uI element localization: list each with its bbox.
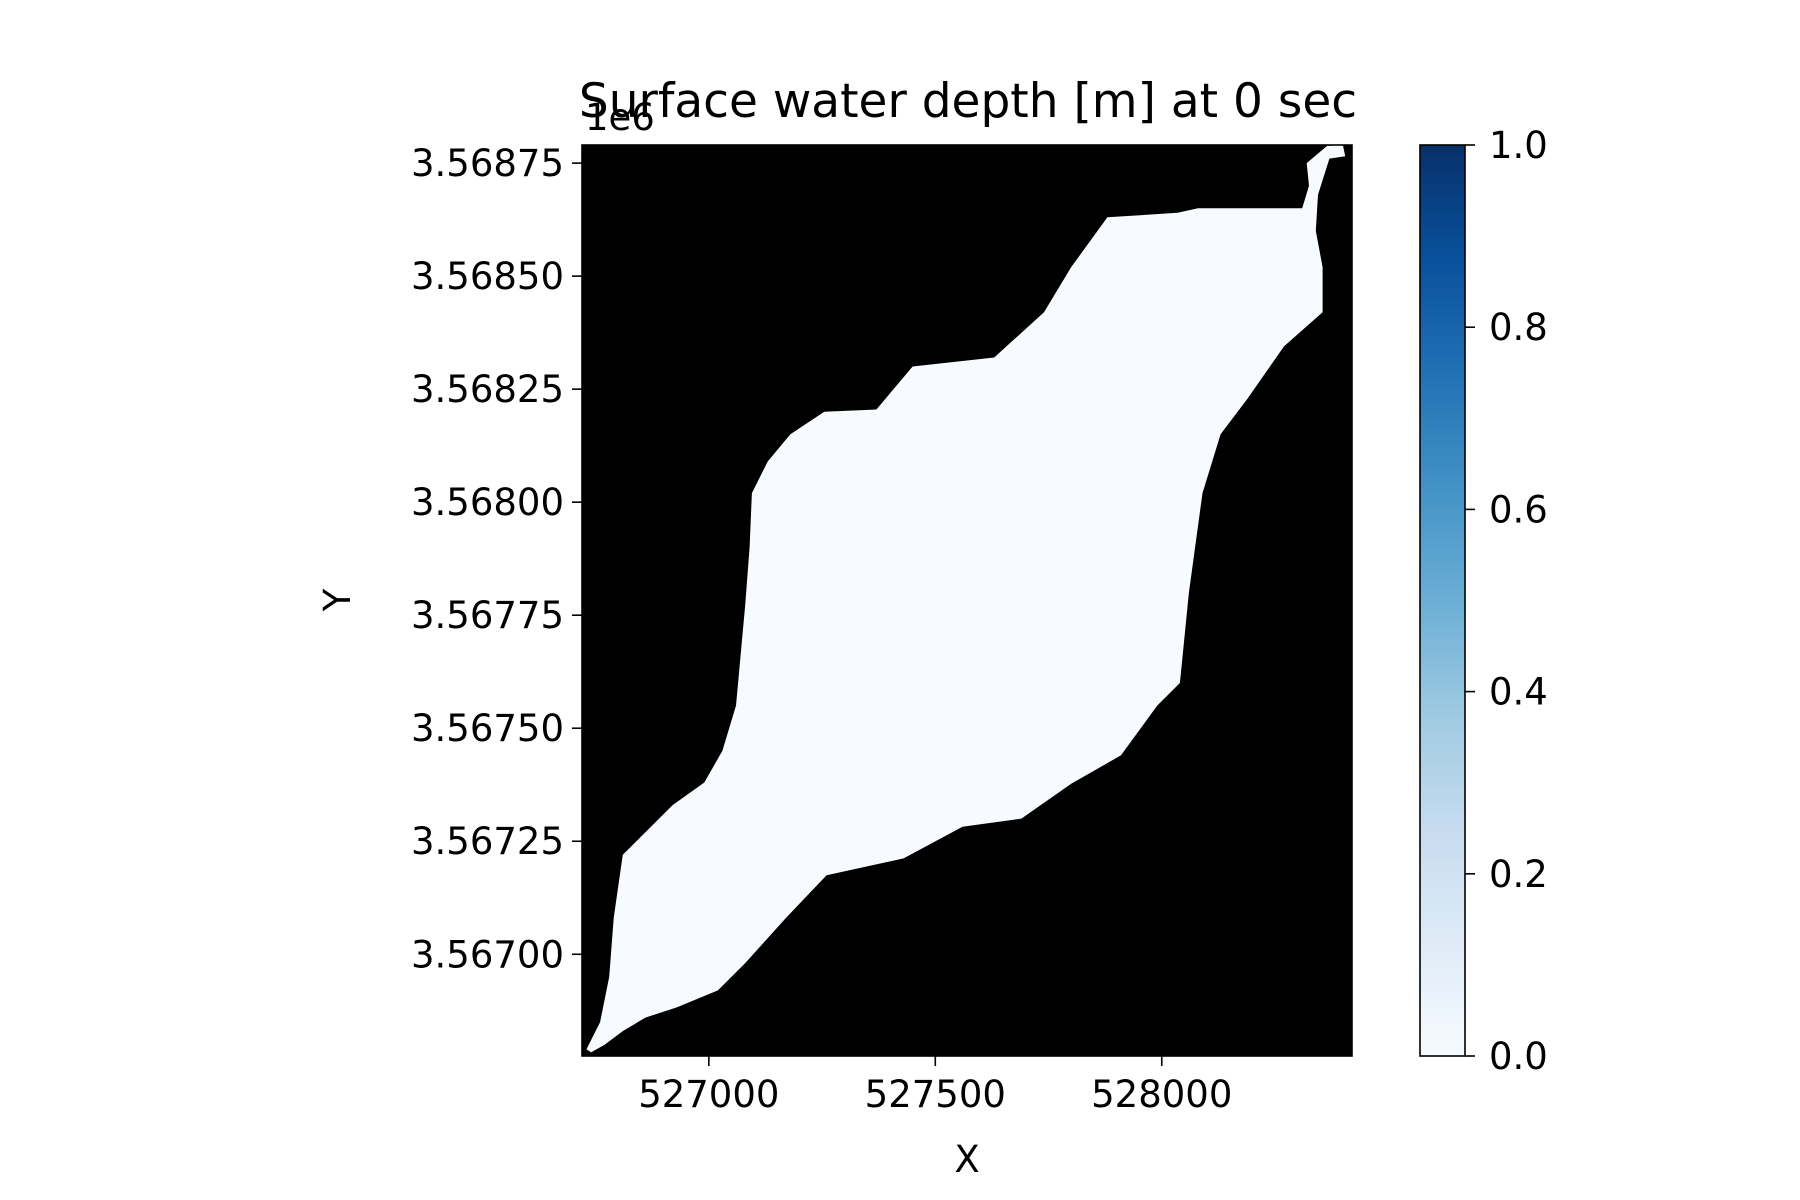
colorbar-tick-label: 0.6 bbox=[1489, 488, 1548, 531]
x-tick-label: 527500 bbox=[865, 1073, 1006, 1116]
y-tick-label: 3.56775 bbox=[411, 594, 564, 637]
colorbar-tick-label: 0.8 bbox=[1489, 306, 1548, 349]
y-tick-label: 3.56725 bbox=[411, 820, 564, 863]
x-tick-label: 528000 bbox=[1091, 1073, 1232, 1116]
y-tick-label: 3.56700 bbox=[411, 933, 564, 976]
chart-title: Surface water depth [m] at 0 sec bbox=[579, 74, 1357, 129]
colorbar-tick-label: 0.2 bbox=[1489, 853, 1548, 896]
y-tick-label: 3.56800 bbox=[411, 481, 564, 524]
x-axis-label: X bbox=[954, 1138, 979, 1181]
y-tick-label: 3.56750 bbox=[411, 707, 564, 750]
y-axis: 3.56700 3.56725 3.56750 3.56775 3.56800 3.568… bbox=[411, 142, 582, 976]
colorbar-gradient bbox=[1419, 144, 1466, 1057]
plot-area bbox=[581, 144, 1353, 1057]
y-axis-label: Y bbox=[316, 588, 359, 612]
colorbar-tick-label: 0.4 bbox=[1489, 671, 1548, 714]
x-axis: 527000 527500 528000 bbox=[638, 1056, 1232, 1116]
plot-frame bbox=[581, 144, 1353, 1057]
colorbar: 0.0 0.2 0.4 0.6 0.8 1.0 bbox=[1419, 124, 1548, 1078]
colorbar-tick-label: 1.0 bbox=[1489, 124, 1548, 167]
water-domain-region bbox=[586, 145, 1346, 1053]
x-tick-label: 527000 bbox=[638, 1073, 779, 1116]
y-offset-text: 1e6 bbox=[585, 96, 655, 139]
y-tick-label: 3.56850 bbox=[411, 255, 564, 298]
y-tick-label: 3.56875 bbox=[411, 142, 564, 185]
y-tick-label: 3.56825 bbox=[411, 368, 564, 411]
colorbar-tick-label: 0.0 bbox=[1489, 1035, 1548, 1078]
colorbar-ticks: 0.0 0.2 0.4 0.6 0.8 1.0 bbox=[1465, 124, 1548, 1078]
